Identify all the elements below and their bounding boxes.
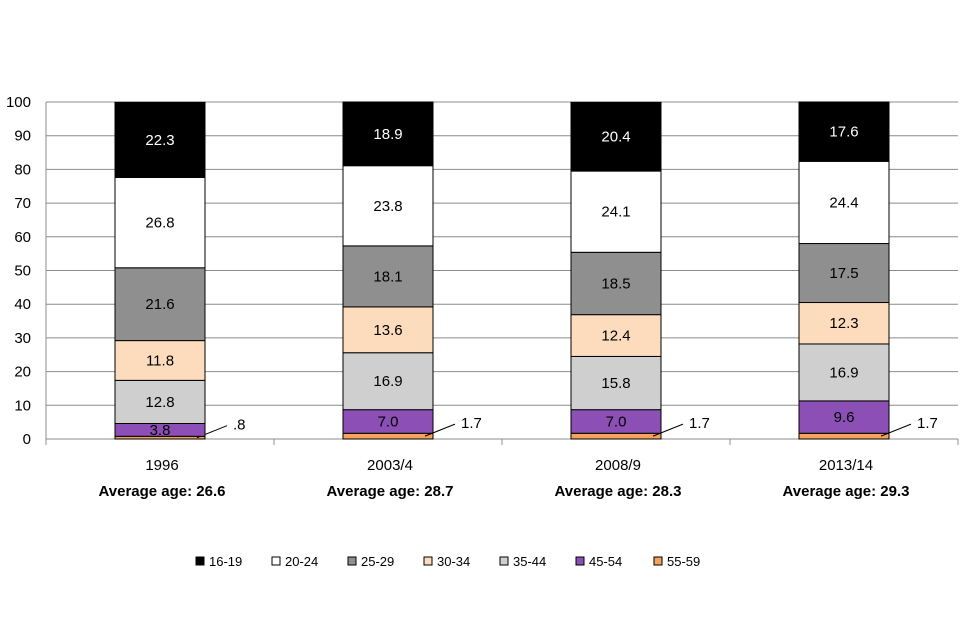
data-label: 18.9	[373, 126, 402, 143]
bar-20-24-2003/4	[342, 165, 434, 247]
data-label: 1.7	[917, 415, 938, 432]
y-tick-label: 20	[14, 364, 31, 381]
data-label: 3.8	[150, 422, 171, 439]
y-tick-label: 100	[6, 94, 31, 111]
bar-20-24-2013/14	[798, 160, 890, 245]
bar-35-44-2008/9	[570, 355, 662, 411]
y-tick-label: 50	[14, 263, 31, 280]
bar-35-44-1996	[114, 379, 206, 424]
data-label: 9.6	[834, 409, 855, 426]
x-category-label: 2013/14	[819, 457, 873, 474]
bar-25-29-1996	[114, 267, 206, 342]
data-label: 22.3	[145, 132, 174, 149]
y-tick-label: 80	[14, 161, 31, 178]
callout-leader	[880, 423, 912, 437]
y-tick-label: 40	[14, 296, 31, 313]
legend-swatch-55-59	[653, 556, 663, 566]
data-label: 24.4	[829, 194, 858, 211]
callout-leader	[652, 423, 684, 437]
legend-label: 35-44	[513, 554, 546, 569]
y-tick-label: 30	[14, 330, 31, 347]
bar-16-19-2008/9	[570, 101, 662, 172]
average-age-label: Average age: 28.3	[554, 483, 681, 500]
legend-swatch-35-44	[499, 556, 509, 566]
data-label: .8	[233, 417, 246, 434]
data-label: 7.0	[606, 413, 627, 430]
data-label: 1.7	[461, 415, 482, 432]
data-label: 21.6	[145, 296, 174, 313]
legend-label: 30-34	[437, 554, 470, 569]
bar-30-34-2008/9	[570, 314, 662, 357]
legend-swatch-20-24	[271, 556, 281, 566]
bar-55-59-2003/4	[342, 432, 434, 440]
data-label: 23.8	[373, 198, 402, 215]
data-label: 11.8	[146, 352, 174, 369]
y-tick-label: 70	[14, 195, 31, 212]
bar-55-59-2013/14	[798, 432, 890, 440]
callout-leader	[424, 423, 456, 437]
bar-30-34-1996	[114, 340, 206, 381]
data-label: 17.6	[829, 124, 858, 141]
bar-20-24-2008/9	[570, 170, 662, 253]
average-age-label: Average age: 29.3	[782, 483, 909, 500]
bar-35-44-2003/4	[342, 352, 434, 411]
bar-30-34-2013/14	[798, 302, 890, 345]
legend-swatch-45-54	[575, 556, 585, 566]
bar-16-19-2003/4	[342, 101, 434, 167]
data-label: 24.1	[601, 204, 630, 221]
legend-swatch-16-19	[195, 556, 205, 566]
data-label: 18.1	[373, 268, 402, 285]
data-label: 12.4	[601, 328, 630, 345]
data-label: 16.9	[373, 373, 402, 390]
y-tick-label: 10	[14, 397, 31, 414]
legend-label: 16-19	[209, 554, 242, 569]
average-age-label: Average age: 28.7	[326, 483, 453, 500]
data-label: 15.8	[601, 375, 630, 392]
legend-label: 20-24	[285, 554, 318, 569]
data-label: 18.5	[601, 275, 630, 292]
legend-label: 25-29	[361, 554, 394, 569]
legend-label: 45-54	[589, 554, 622, 569]
bar-16-19-1996	[114, 101, 206, 178]
data-label: 7.0	[378, 413, 399, 430]
legend-swatch-25-29	[347, 556, 357, 566]
legend-swatch-30-34	[423, 556, 433, 566]
data-label: 16.9	[829, 364, 858, 381]
y-tick-label: 0	[23, 431, 31, 448]
bar-30-34-2003/4	[342, 306, 434, 354]
data-label: 20.4	[601, 129, 630, 146]
data-label: 13.6	[373, 322, 402, 339]
data-label: 17.5	[829, 265, 858, 282]
bar-25-29-2008/9	[570, 251, 662, 316]
bar-20-24-1996	[114, 176, 206, 269]
bar-25-29-2003/4	[342, 245, 434, 308]
average-age-label: Average age: 26.6	[98, 483, 225, 500]
y-tick-label: 60	[14, 229, 31, 246]
x-category-label: 2008/9	[595, 457, 641, 474]
bar-16-19-2013/14	[798, 101, 890, 162]
data-label: 12.8	[145, 394, 174, 411]
bar-35-44-2013/14	[798, 343, 890, 402]
legend-label: 55-59	[667, 554, 700, 569]
data-label: 12.3	[829, 315, 858, 332]
x-category-label: 1996	[145, 457, 178, 474]
y-tick-label: 90	[14, 128, 31, 145]
data-label: 1.7	[689, 415, 710, 432]
bar-55-59-2008/9	[570, 432, 662, 440]
x-category-label: 2003/4	[367, 457, 413, 474]
data-label: 26.8	[145, 215, 174, 232]
